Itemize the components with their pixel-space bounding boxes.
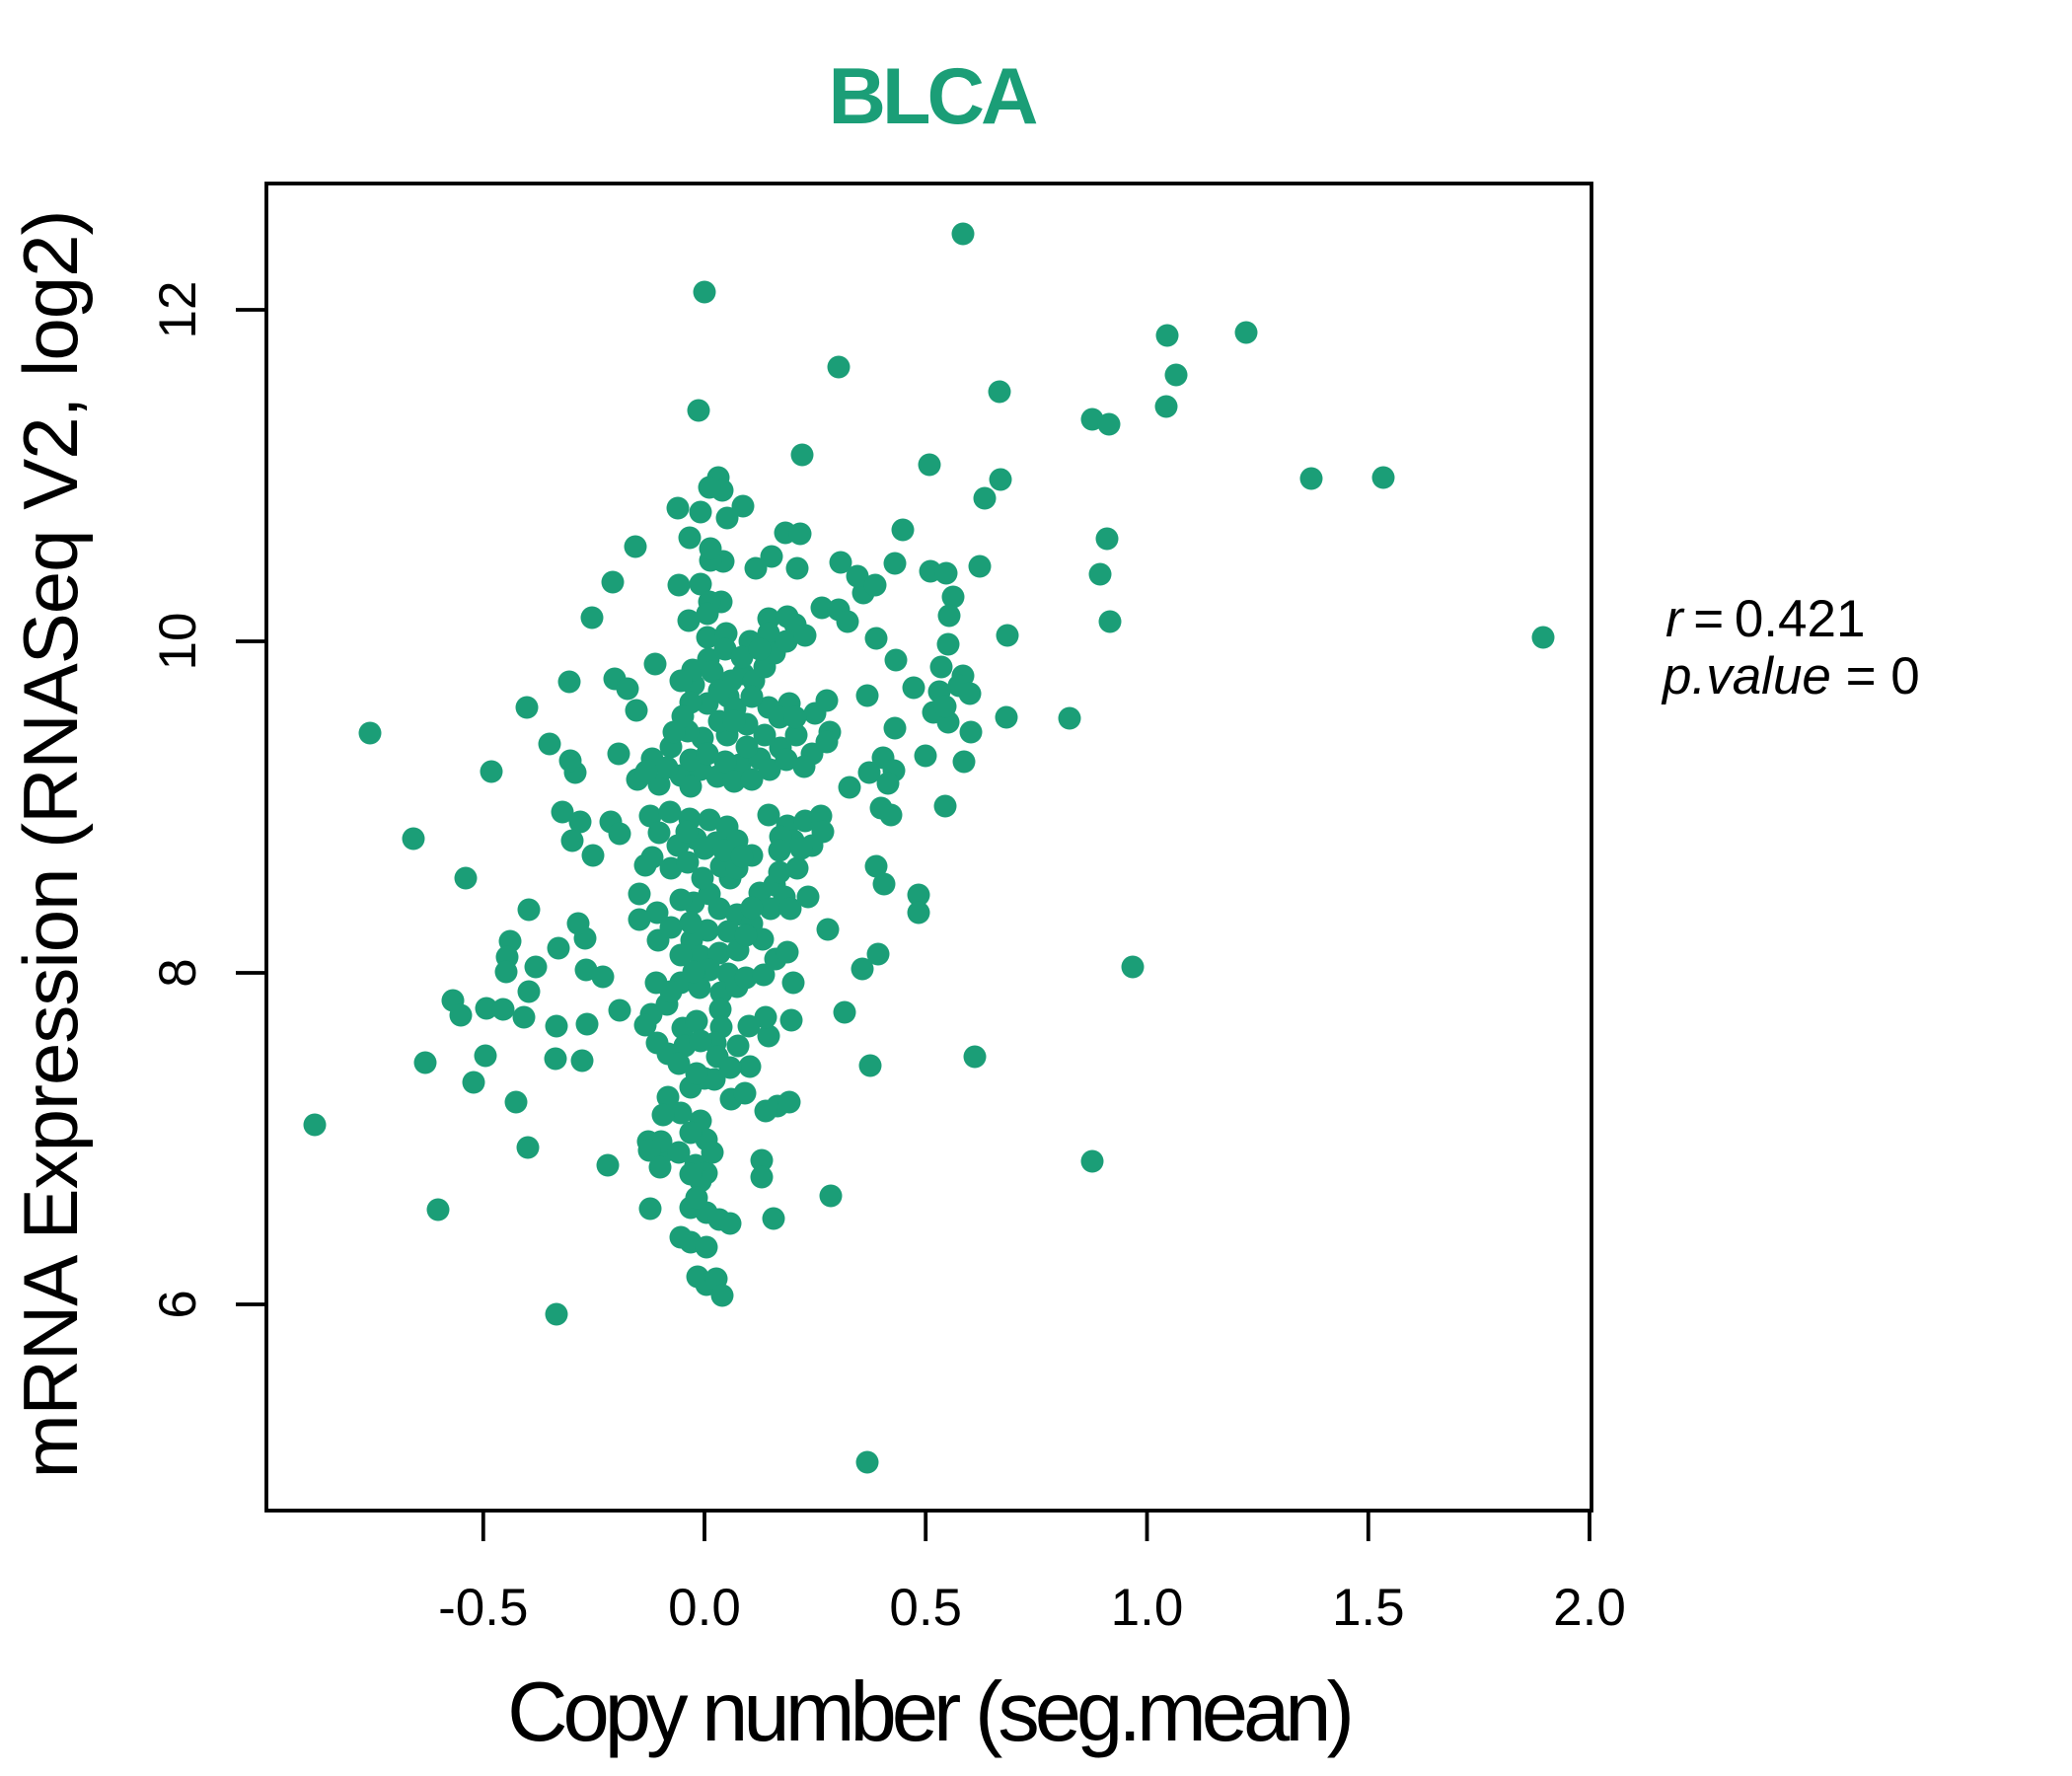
svg-text:1.0: 1.0 xyxy=(1111,1579,1184,1637)
svg-text:12: 12 xyxy=(149,281,207,339)
svg-text:10: 10 xyxy=(149,613,207,671)
svg-text:mRNA Expression (RNASeq V2, lo: mRNA Expression (RNASeq V2, log2) xyxy=(7,211,94,1479)
svg-text:2.0: 2.0 xyxy=(1553,1579,1626,1637)
svg-text:-0.5: -0.5 xyxy=(438,1579,528,1637)
svg-text:0.5: 0.5 xyxy=(889,1579,962,1637)
svg-text:Copy number (seg.mean): Copy number (seg.mean) xyxy=(507,1665,1350,1759)
svg-text:r = 0.421: r = 0.421 xyxy=(1665,590,1865,648)
svg-text:6: 6 xyxy=(149,1290,207,1318)
svg-text:p.value = 0: p.value = 0 xyxy=(1661,647,1920,705)
svg-text:1.5: 1.5 xyxy=(1332,1579,1405,1637)
svg-text:8: 8 xyxy=(149,958,207,987)
svg-text:0.0: 0.0 xyxy=(668,1579,741,1637)
svg-text:BLCA: BLCA xyxy=(829,52,1037,141)
